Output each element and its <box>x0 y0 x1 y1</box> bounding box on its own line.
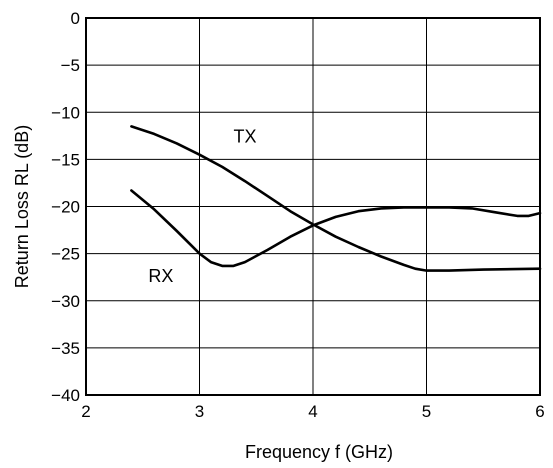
x-tick-label: 4 <box>308 402 317 421</box>
series-label-tx: TX <box>234 126 257 146</box>
y-tick-label: −15 <box>51 150 80 169</box>
y-axis-title: Return Loss RL (dB) <box>12 125 32 288</box>
x-tick-label: 5 <box>422 402 431 421</box>
series-layer <box>130 125 542 272</box>
x-tick-label: 6 <box>535 402 544 421</box>
y-tick-label: −40 <box>51 386 80 405</box>
y-tick-label: −30 <box>51 292 80 311</box>
grid <box>86 18 540 395</box>
y-tick-label: −10 <box>51 103 80 122</box>
y-tick-label: −20 <box>51 198 80 217</box>
series-line-rx <box>130 189 542 268</box>
y-tick-label: −5 <box>61 56 80 75</box>
y-tick-labels: 0 −5 −10 −15 −20 −25 −30 −35 −40 <box>51 9 80 405</box>
series-annotations: TX RX <box>148 126 256 285</box>
series-label-rx: RX <box>148 266 173 286</box>
x-tick-labels: 2 3 4 5 6 <box>81 402 544 421</box>
x-tick-label: 3 <box>195 402 204 421</box>
x-tick-label: 2 <box>81 402 90 421</box>
x-axis-title: Frequency f (GHz) <box>245 442 393 462</box>
y-tick-label: 0 <box>71 9 80 28</box>
series-line-tx <box>130 125 542 272</box>
y-tick-label: −35 <box>51 339 80 358</box>
plot-frame <box>85 17 541 396</box>
y-tick-label: −25 <box>51 245 80 264</box>
